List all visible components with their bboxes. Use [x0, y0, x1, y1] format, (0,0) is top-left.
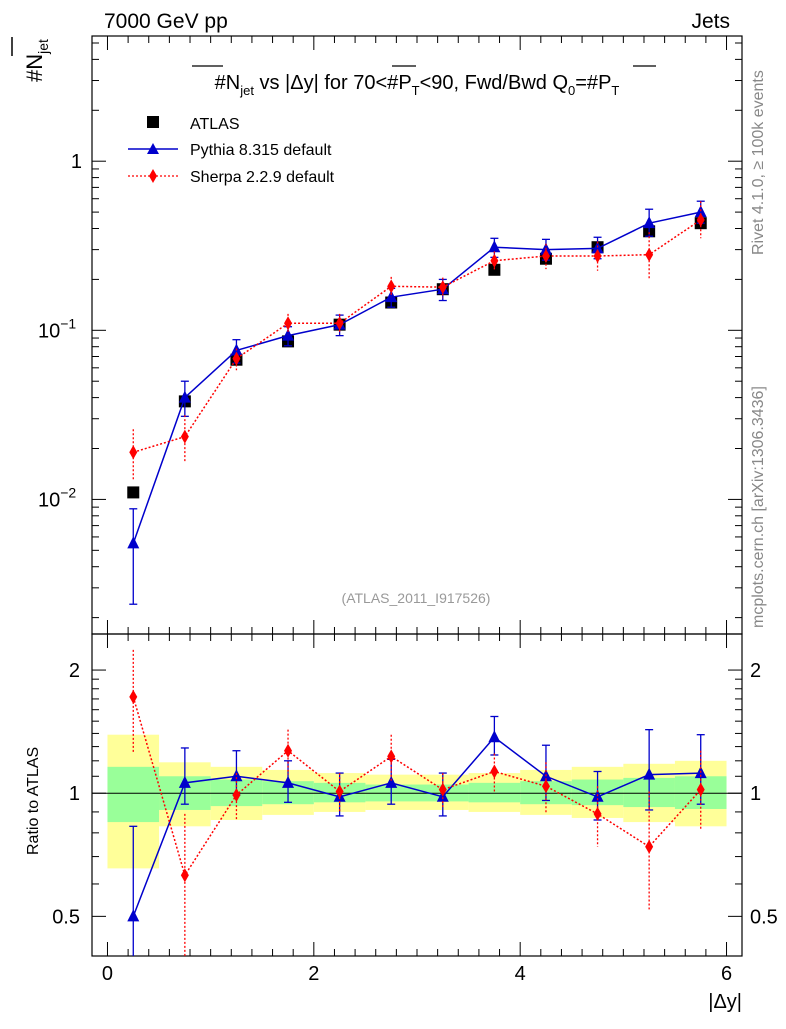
ratio-series-triangle — [127, 715, 707, 956]
ratio-xtick-label: 6 — [721, 963, 732, 985]
main-ytick-label: 1 — [71, 151, 82, 173]
ratio-point-triangle — [385, 775, 398, 788]
main-point-diamond — [284, 316, 293, 331]
ratio-point-diamond — [387, 749, 396, 764]
legend-marker-pythia — [147, 143, 159, 154]
ratio-point-triangle — [178, 775, 191, 788]
ratio-point-diamond — [284, 743, 293, 758]
ratio-point-diamond — [180, 868, 189, 883]
ratio-ytick-label-right: 1 — [750, 783, 761, 805]
ratio-ytick-label-left: 2 — [69, 660, 80, 682]
main-ylabel-sub: jet — [35, 39, 51, 55]
ratio-point-triangle — [643, 767, 656, 780]
ratio-series-diamond — [129, 649, 705, 956]
main-point-triangle — [282, 328, 295, 341]
ratio-point-triangle — [127, 909, 140, 922]
ratio-ticks: 0.5 0.5 1 1 2 2 0 2 4 6 — [52, 634, 778, 985]
main-point-diamond — [593, 249, 602, 264]
main-point-square — [127, 486, 140, 499]
legend-label-sherpa: Sherpa 2.2.9 default — [190, 169, 335, 186]
rivet-label-group: Rivet 4.1.0, ≥ 100k events — [750, 70, 767, 255]
legend-label-atlas: ATLAS — [190, 116, 240, 133]
main-point-diamond — [696, 212, 705, 227]
ratio-point-diamond — [335, 784, 344, 799]
ratio-ytick-label-left: 1 — [69, 783, 80, 805]
mcplots-label: mcplots.cern.ch [arXiv:1306.3436] — [750, 386, 767, 628]
main-point-diamond — [645, 247, 654, 262]
main-point-diamond — [232, 351, 241, 366]
ratio-point-diamond — [490, 764, 499, 779]
energy-label: 7000 GeV pp — [104, 10, 228, 33]
ratio-point-triangle — [282, 775, 295, 788]
main-ylabel-main: N — [22, 54, 47, 70]
main-series-triangle — [127, 200, 707, 605]
main-ytick-label: 10−1 — [38, 315, 76, 342]
main-point-triangle — [488, 240, 501, 253]
ratio-series-line — [132, 696, 702, 878]
rivet-label: Rivet 4.1.0, ≥ 100k events — [750, 70, 767, 255]
main-panel: 10−2 10−1 1 #Njet vs |Δy| for 70<#PT<90, F… — [38, 35, 743, 635]
plot-title: #Njet vs |Δy| for 70<#PT<90, Fwd/Bwd Q0=… — [215, 72, 620, 98]
ratio-point-diamond — [541, 779, 550, 794]
main-point-diamond — [129, 445, 138, 460]
main-ylabel: #Njet — [22, 39, 51, 82]
ratio-xtick-label: 4 — [515, 963, 526, 985]
legend-marker-atlas — [147, 116, 159, 128]
ratio-ytick-label-left: 0.5 — [52, 906, 80, 928]
ratio-point-diamond — [593, 806, 602, 821]
svg-text:#Njet: #Njet — [22, 39, 51, 82]
ratio-point-diamond — [232, 787, 241, 802]
ratio-ytick-label-right: 2 — [750, 660, 761, 682]
ratio-series-line — [132, 736, 701, 917]
main-point-diamond — [335, 316, 344, 331]
ratio-series — [127, 649, 707, 956]
legend: ATLAS Pythia 8.315 default Sherpa 2.2.9 … — [128, 116, 335, 186]
ratio-ytick-label-right: 0.5 — [750, 906, 778, 928]
ratio-band-inner — [107, 766, 160, 823]
main-point-diamond — [387, 279, 396, 294]
mcplots-label-group: mcplots.cern.ch [arXiv:1306.3436] — [750, 386, 767, 628]
main-series-diamond — [129, 201, 705, 481]
main-point-triangle — [127, 536, 140, 549]
ratio-point-triangle — [488, 730, 501, 743]
main-point-triangle — [178, 390, 191, 403]
main-series-line — [132, 211, 701, 544]
main-series-line — [133, 219, 702, 453]
ratio-ylabel: Ratio to ATLAS — [25, 747, 42, 855]
main-point-diamond — [180, 429, 189, 444]
main-point-diamond — [541, 249, 550, 264]
ratio-xtick-label: 2 — [308, 963, 319, 985]
legend-label-pythia: Pythia 8.315 default — [190, 142, 332, 159]
legend-marker-sherpa — [149, 169, 157, 183]
ratio-point-diamond — [129, 689, 138, 704]
main-series — [127, 200, 707, 605]
ratio-bands — [92, 734, 742, 869]
ratio-point-triangle — [230, 769, 243, 782]
main-point-triangle — [385, 290, 398, 303]
ratio-xtick-label: 0 — [102, 963, 113, 985]
main-ticks: 10−2 10−1 1 — [38, 36, 742, 634]
ratio-point-diamond — [438, 782, 447, 797]
main-ytick-label: 10−2 — [38, 484, 76, 511]
main-point-diamond — [490, 253, 499, 268]
main-point-diamond — [438, 280, 447, 295]
main-series-square — [127, 217, 707, 499]
analysis-watermark: (ATLAS_2011_I917526) — [342, 590, 491, 606]
ratio-ylabel-group: Ratio to ATLAS — [25, 747, 42, 855]
main-point-triangle — [643, 216, 656, 229]
ratio-band-inner — [468, 782, 521, 803]
main-point-square — [488, 263, 501, 276]
main-ylabel-prefix: # — [22, 69, 47, 82]
ratio-point-diamond — [696, 782, 705, 797]
process-label: Jets — [691, 10, 730, 33]
ratio-point-diamond — [645, 839, 654, 854]
xlabel: |Δy| — [708, 991, 742, 1013]
ratio-panel: 0.5 0.5 1 1 2 2 0 2 4 6 Ratio to ATLAS |Δy| — [25, 633, 778, 1013]
